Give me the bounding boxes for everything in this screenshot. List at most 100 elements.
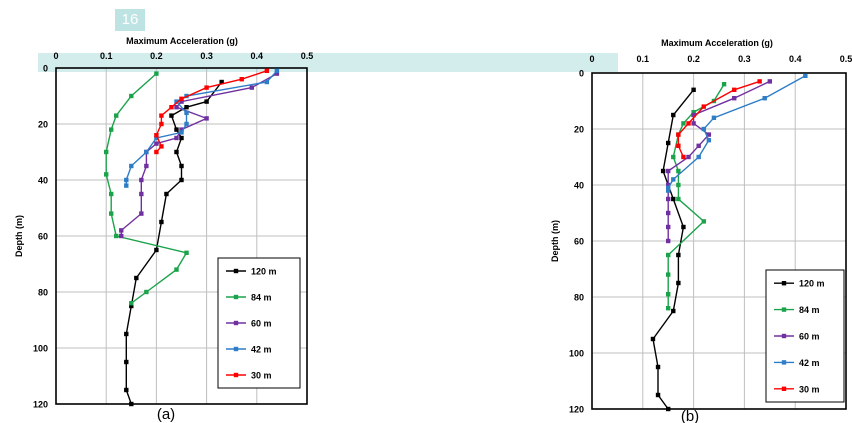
data-point-42m	[264, 79, 270, 85]
data-point-42m	[124, 177, 129, 183]
data-point-60m	[119, 233, 124, 239]
data-point-60m	[666, 196, 671, 202]
data-point-120m	[179, 163, 184, 169]
data-point-60m	[691, 121, 696, 126]
data-point-84m	[104, 149, 109, 155]
data-point-60m	[732, 96, 737, 101]
data-point-60m	[767, 79, 772, 84]
data-point-42m	[174, 99, 179, 104]
data-point-120m	[204, 99, 209, 104]
page-number-badge: 16	[115, 9, 145, 31]
y-axis-title: Depth (m)	[14, 215, 24, 257]
x-tick-label: 0.3	[738, 54, 751, 64]
data-point-42m	[666, 185, 671, 190]
data-point-120m	[666, 406, 671, 412]
legend-marker-42m	[781, 360, 787, 365]
data-point-60m	[666, 182, 671, 188]
data-point-60m	[706, 132, 712, 137]
data-point-84m	[681, 121, 686, 126]
data-point-60m	[666, 238, 671, 244]
data-point-30m	[701, 104, 706, 109]
legend-marker-120m	[781, 281, 787, 286]
legend-label: 30 m	[251, 371, 272, 381]
legend-marker-60m	[233, 320, 239, 326]
data-point-30m	[676, 143, 681, 148]
x-tick-label: 0	[589, 54, 594, 64]
legend-label: 42 m	[251, 345, 272, 355]
data-point-42m	[701, 126, 706, 132]
series-line-42m	[667, 75, 806, 191]
data-point-30m	[732, 87, 737, 92]
y-tick-label: 80	[574, 293, 584, 303]
x-tick-label: 0.2	[687, 54, 700, 64]
data-point-120m	[676, 252, 681, 258]
data-point-120m	[671, 112, 676, 118]
data-point-30m	[264, 68, 270, 73]
data-point-42m	[666, 188, 671, 193]
data-point-60m	[139, 177, 144, 183]
data-point-60m	[696, 143, 701, 148]
data-point-120m	[650, 336, 656, 342]
data-point-84m	[104, 172, 109, 177]
legend-marker-84m	[233, 294, 239, 300]
legend-label: 84 m	[799, 305, 820, 315]
data-point-60m	[144, 163, 149, 169]
data-point-30m	[159, 121, 164, 127]
data-point-60m	[139, 191, 144, 197]
data-point-42m	[129, 163, 134, 169]
data-point-30m	[757, 79, 762, 84]
data-point-120m	[219, 79, 224, 85]
data-point-30m	[239, 77, 244, 82]
data-point-120m	[666, 140, 671, 146]
plot-area-border	[55, 67, 308, 405]
x-tick-label: 0.1	[637, 54, 650, 64]
y-tick-label: 120	[569, 405, 584, 415]
data-point-120m	[671, 308, 676, 314]
data-point-120m	[154, 247, 159, 253]
chart-panel-b: 0 0.1 0.2 0.3 0.4 0.5 0 20 40 60 80 100 120 Maximum A…	[550, 38, 852, 423]
x-tick-label: 0.1	[100, 51, 113, 61]
data-point-60m	[179, 99, 184, 104]
legend: 120 m 84 m 60 m 42 m 30 m	[765, 269, 845, 403]
data-point-84m	[721, 82, 727, 87]
legend-label: 120 m	[251, 267, 277, 277]
legend-marker-30m	[781, 386, 787, 391]
data-point-120m	[655, 392, 661, 398]
data-point-60m	[666, 210, 671, 216]
y-axis-title: Depth (m)	[550, 220, 560, 262]
data-point-84m	[144, 289, 149, 295]
data-point-120m	[124, 331, 129, 337]
series-line-42m	[125, 70, 278, 186]
data-point-30m	[154, 133, 159, 138]
data-point-84m	[676, 168, 681, 174]
data-point-84m	[129, 93, 134, 99]
data-point-60m	[204, 116, 209, 121]
data-point-84m	[114, 233, 119, 239]
data-point-120m	[129, 303, 134, 309]
data-point-30m	[204, 85, 209, 90]
data-point-30m	[681, 154, 686, 160]
y-tick-label: 60	[574, 237, 584, 247]
x-tick-label: 0	[53, 51, 58, 61]
data-point-84m	[114, 113, 119, 118]
data-point-120m	[134, 275, 139, 281]
y-tick-label: 0	[579, 69, 584, 79]
y-tick-label: 100	[569, 349, 584, 359]
data-point-30m	[159, 113, 164, 118]
y-tick-label: 40	[38, 176, 48, 186]
data-point-84m	[129, 301, 134, 306]
data-point-60m	[666, 168, 671, 174]
legend-label: 60 m	[799, 332, 820, 342]
data-point-120m	[174, 127, 179, 132]
y-tick-label: 0	[43, 64, 48, 74]
x-tick-label: 0.5	[301, 51, 314, 61]
data-point-84m	[184, 250, 189, 255]
legend-marker-60m	[781, 333, 787, 339]
data-point-120m	[691, 87, 696, 92]
y-tick-label: 60	[38, 232, 48, 242]
legend-marker-84m	[781, 307, 787, 312]
data-point-42m	[124, 183, 129, 188]
data-point-84m	[109, 191, 114, 197]
legend-label: 30 m	[799, 384, 820, 394]
